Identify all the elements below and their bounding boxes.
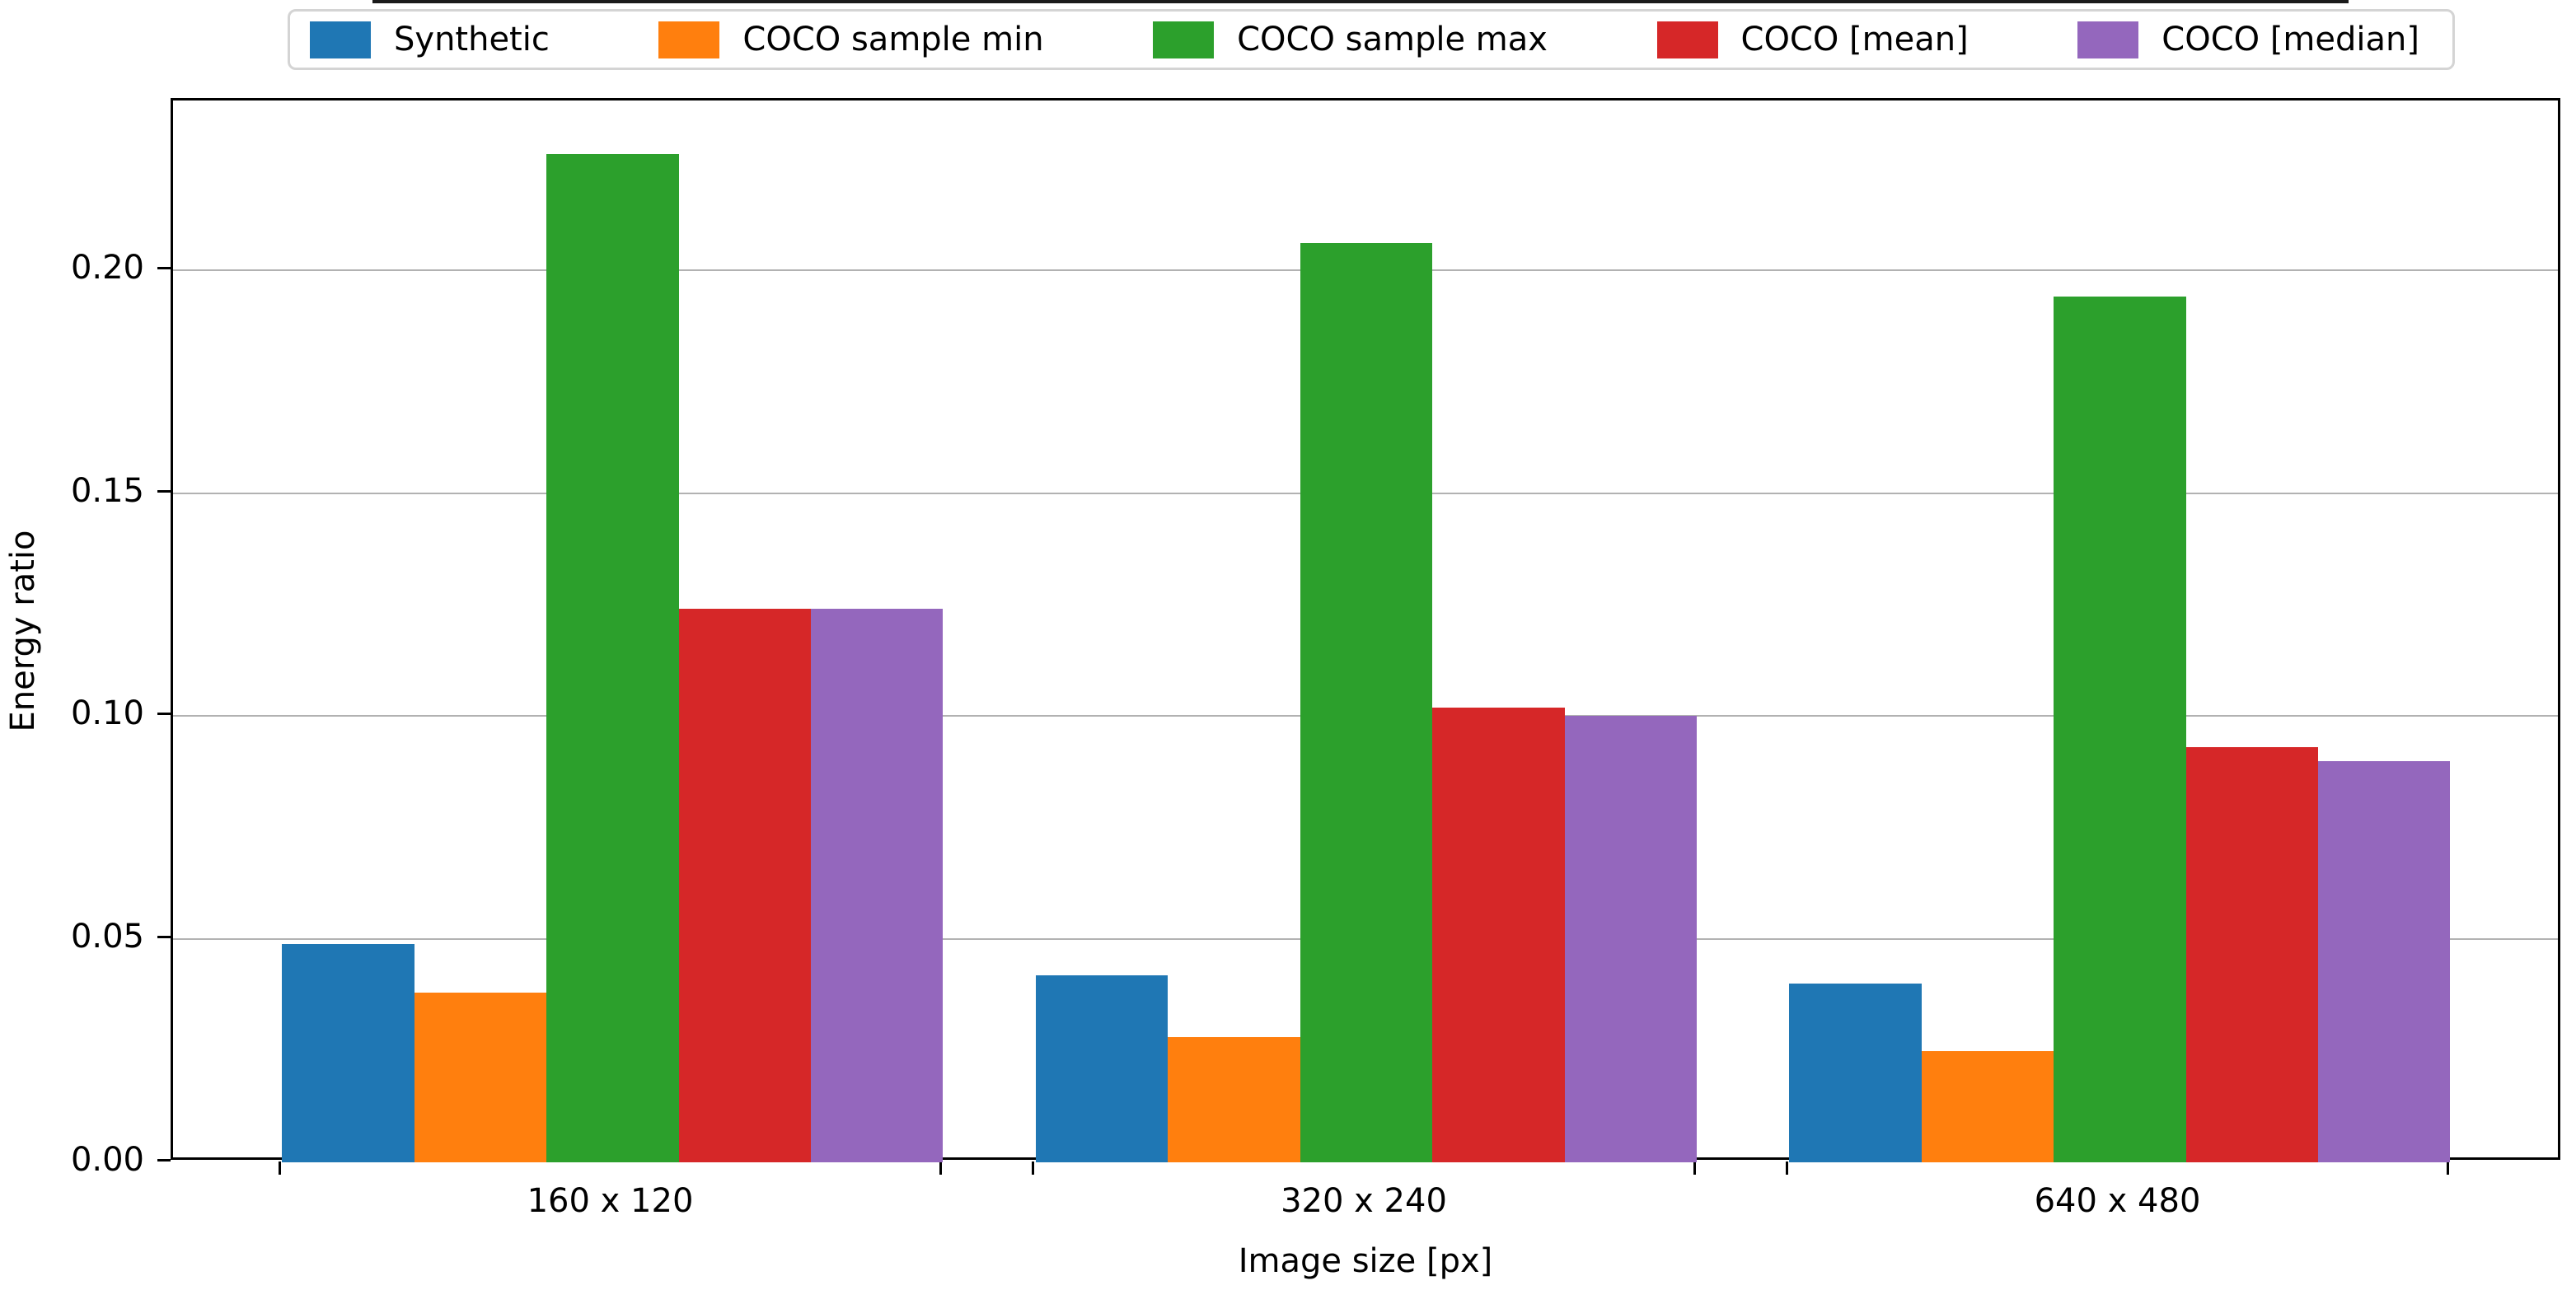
legend-label-coco-mean: COCO [mean]	[1740, 21, 1969, 58]
y-tick-label-0.20: 0.20	[70, 248, 144, 287]
x-tick-label-320-x-240: 320 x 240	[1281, 1182, 1447, 1220]
bar-coco-mean-160-x-120	[678, 609, 812, 1162]
x-tick-label-640-x-480: 640 x 480	[2034, 1182, 2201, 1220]
y-tick-label-0.15: 0.15	[70, 471, 144, 510]
bar-coco-median-320-x-240	[1564, 716, 1697, 1162]
y-tick-0.10	[157, 713, 171, 716]
y-axis-label: Energy ratio	[4, 530, 42, 732]
legend-swatch-coco-mean	[1656, 21, 1718, 58]
y-tick-label-0.05: 0.05	[70, 918, 144, 956]
bar-coco-sample-min-320-x-240	[1168, 1037, 1300, 1162]
bar-coco-sample-max-160-x-120	[546, 153, 679, 1162]
bar-synthetic-640-x-480	[1789, 984, 1922, 1162]
x-tick-160-x-120-left	[278, 1161, 281, 1175]
y-tick-0.00	[157, 1159, 171, 1161]
x-axis-label: Image size [px]	[1238, 1242, 1493, 1280]
bar-coco-sample-max-320-x-240	[1300, 243, 1433, 1162]
y-tick-label-0.00: 0.00	[70, 1141, 144, 1179]
bar-coco-sample-max-640-x-480	[2054, 297, 2186, 1162]
x-tick-320-x-240-right	[1693, 1161, 1696, 1175]
x-tick-160-x-120-right	[939, 1161, 942, 1175]
y-tick-0.15	[157, 489, 171, 493]
legend-item-coco-median: COCO [median]	[2077, 21, 2419, 58]
y-tick-0.20	[157, 266, 171, 269]
bar-synthetic-160-x-120	[282, 943, 415, 1162]
legend-label-synthetic: Synthetic	[394, 21, 550, 58]
cropped-top-border-artifact	[372, 0, 2349, 3]
x-tick-640-x-480-left	[1785, 1161, 1788, 1175]
legend-item-synthetic: Synthetic	[310, 21, 550, 58]
legend-swatch-synthetic	[310, 21, 371, 58]
legend-swatch-coco-sample-min	[658, 21, 720, 58]
y-tick-0.05	[157, 936, 171, 939]
bar-coco-mean-640-x-480	[2185, 747, 2319, 1162]
bar-coco-sample-min-160-x-120	[414, 993, 547, 1162]
legend-swatch-coco-median	[2077, 21, 2139, 58]
legend-item-coco-mean: COCO [mean]	[1656, 21, 1969, 58]
y-tick-label-0.10: 0.10	[70, 694, 144, 733]
legend-item-coco-sample-max: COCO sample max	[1153, 21, 1548, 58]
bar-coco-mean-320-x-240	[1432, 707, 1565, 1162]
legend-label-coco-median: COCO [median]	[2161, 21, 2419, 58]
legend: Synthetic COCO sample min COCO sample max C…	[288, 9, 2455, 70]
legend-label-coco-sample-min: COCO sample min	[742, 21, 1044, 58]
legend-swatch-coco-sample-max	[1153, 21, 1215, 58]
bar-synthetic-320-x-240	[1035, 975, 1169, 1162]
x-tick-640-x-480-right	[2447, 1161, 2449, 1175]
x-tick-label-160-x-120: 160 x 120	[527, 1182, 694, 1220]
legend-label-coco-sample-max: COCO sample max	[1237, 21, 1548, 58]
x-tick-320-x-240-left	[1032, 1161, 1035, 1175]
plot-area	[171, 98, 2560, 1162]
bar-coco-median-640-x-480	[2318, 760, 2451, 1162]
bar-coco-sample-min-640-x-480	[1921, 1050, 2054, 1162]
legend-item-coco-sample-min: COCO sample min	[658, 21, 1044, 58]
bar-coco-median-160-x-120	[811, 609, 944, 1162]
